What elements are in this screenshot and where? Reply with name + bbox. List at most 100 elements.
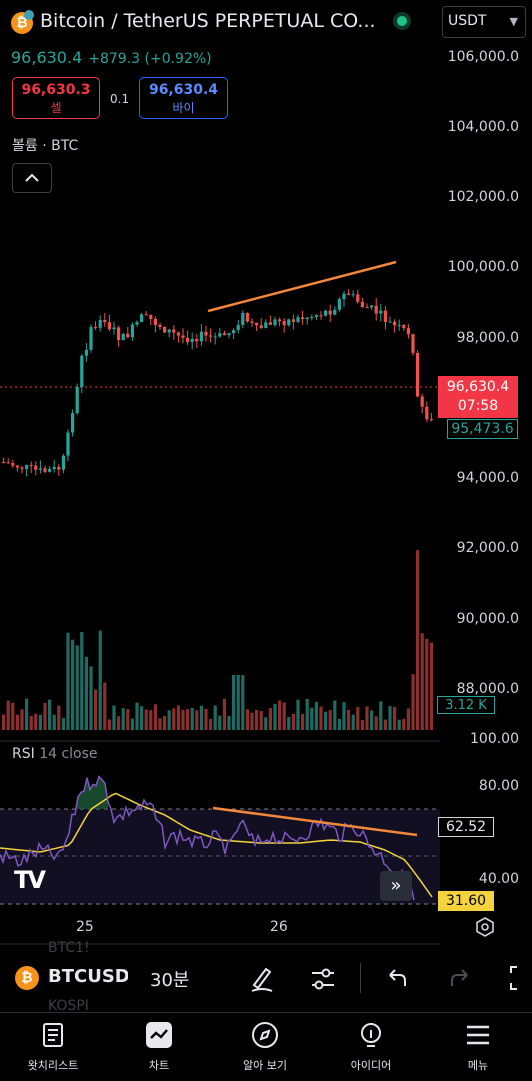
candle-body [347,293,351,295]
candle-body [117,327,121,341]
nav-ideas[interactable]: 아이디어 [321,1021,421,1073]
rsi-name: RSI [12,746,35,762]
volume-bar [360,719,364,730]
bottom-navigation: 왓치리스트 차트 알아 보기 아이디어 메뉴 [0,1012,532,1081]
symbol-title[interactable]: Bitcoin / TetherUS PERPETUAL CO... [40,10,376,32]
volume-value-tag: 3.12 K [437,696,495,714]
volume-bar [314,701,318,730]
ghost-symbol: BTC1! [48,940,90,956]
candle-body [11,463,15,466]
candle-body [328,310,332,315]
candle-body [6,462,10,464]
candle-body [296,317,300,322]
volume-bar [48,699,52,730]
time-axis-label: 26 [270,919,288,935]
fullscreen-icon[interactable] [508,963,532,993]
volume-bar [356,707,360,730]
price-summary: 96,630.4 +879.3 (+0.92%) [11,48,212,67]
candle-body [75,387,79,414]
currency-value: USDT [448,13,487,29]
price-change: +879.3 (+0.92%) [88,51,212,67]
candle-body [20,467,24,469]
candle-body [301,317,305,319]
volume-bar [38,714,42,730]
rsi-ma-line [0,792,433,898]
volume-bar [416,550,420,730]
candle-body [140,314,144,323]
volume-bar [163,715,167,730]
buy-button[interactable]: 96,630.4 바이 [139,77,228,119]
market-open-icon[interactable] [393,12,411,30]
lightbulb-icon [361,1023,381,1047]
candle-body [397,324,401,326]
volume-bar [89,666,93,730]
volume-bar [34,713,38,730]
candle-body [241,312,245,325]
volume-bar [259,711,263,730]
collapse-indicators-button[interactable] [12,163,52,193]
price-axis-label: 106,000.0 [447,49,519,65]
candle-body [204,331,208,336]
sell-button[interactable]: 96,630.3 셀 [12,77,100,119]
candle-body [89,327,93,350]
candle-body [52,466,56,469]
volume-bar [420,633,424,730]
volume-bar [351,714,355,730]
volume-bar [20,709,24,730]
candle-body [319,315,323,317]
rsi-indicator-label[interactable]: RSI 14 close [12,746,98,762]
volume-bar [264,717,268,730]
candle-body [186,337,190,343]
volume-bar [218,715,222,730]
currency-select[interactable]: USDT ▼ [442,6,526,38]
symbol-selector[interactable]: BTCUSDT [48,966,128,987]
spread-value: 0.1 [110,92,130,106]
candle-body [388,321,392,323]
candle-body [98,319,102,328]
candle-body [153,318,157,325]
nav-chart[interactable]: 차트 [109,1021,209,1073]
rsi-axis-label: 100.00 [470,731,519,747]
candle-body [406,328,410,335]
volume-bar [126,709,130,730]
volume-bar [15,714,19,730]
volume-indicator-label[interactable]: 볼륨 · BTC [12,138,79,154]
candle-body [232,330,236,334]
chart-settings-icon[interactable] [474,916,496,938]
candle-body [333,309,337,315]
toolbar-separator [360,963,361,993]
price-chart[interactable] [0,0,440,945]
volume-bar [176,705,180,730]
candle-body [112,327,116,330]
watchlist-icon [43,1023,63,1047]
rsi-trendline[interactable] [212,806,418,837]
candle-body [236,324,240,331]
draw-pen-icon[interactable] [248,963,276,993]
scroll-to-realtime-button[interactable]: » [380,871,412,901]
price-axis-label: 94,000.0 [456,470,519,486]
volume-bar [305,698,309,730]
rsi-line [0,775,415,901]
interval-selector[interactable]: 30분 [150,970,190,991]
price-trendline[interactable] [207,260,397,313]
volume-bar [370,710,374,730]
candle-body [38,468,42,470]
volume-bar [140,706,144,730]
volume-bar [365,706,369,730]
indicators-icon[interactable] [309,966,337,992]
redo-icon[interactable] [447,966,473,990]
volume-bar [98,630,102,730]
volume-bar [107,719,111,730]
candle-body [195,338,199,342]
candle-body [402,324,406,329]
candle-body [149,314,153,319]
price-axis-label: 102,000.0 [447,189,519,205]
hamburger-menu-icon [467,1025,489,1045]
undo-icon[interactable] [384,966,410,990]
volume-bar [291,713,295,730]
nav-watchlist[interactable]: 왓치리스트 [3,1021,103,1073]
nav-explore[interactable]: 알아 보기 [215,1021,315,1073]
candle-body [29,465,33,467]
nav-menu[interactable]: 메뉴 [428,1021,528,1073]
bitcoin-logo-icon: ₿ [15,966,39,990]
